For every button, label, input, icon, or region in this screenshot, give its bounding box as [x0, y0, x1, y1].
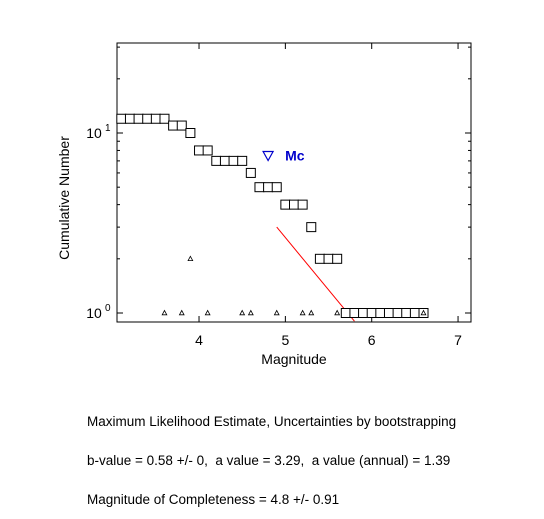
cumulative-point [392, 308, 403, 318]
y-tick-exponent: 1 [105, 123, 111, 134]
noncumulative-point [178, 309, 185, 316]
plot-frame [116, 42, 472, 323]
footer-text: Maximum Likelihood Estimate, Uncertainti… [87, 389, 456, 519]
cumulative-point [159, 113, 170, 124]
noncumulative-series [161, 255, 427, 316]
cumulative-point [176, 120, 187, 131]
cumulative-point [314, 253, 325, 264]
y-tick-label: 10 [86, 305, 102, 321]
noncumulative-point [161, 309, 168, 316]
noncumulative-point [299, 309, 306, 316]
b-value-fit-line [276, 226, 355, 322]
cumulative-point [194, 145, 205, 156]
footer-line-method: Maximum Likelihood Estimate, Uncertainti… [87, 414, 457, 429]
noncumulative-point [308, 309, 315, 316]
cumulative-point [150, 113, 161, 124]
mc-marker [262, 150, 275, 162]
noncumulative-point [334, 309, 341, 316]
cumulative-point [289, 199, 299, 210]
cumulative-point [228, 155, 239, 166]
cumulative-series [116, 113, 429, 318]
y-axis-label: Cumulative Number [56, 136, 72, 260]
cumulative-point [401, 308, 412, 318]
cumulative-point [297, 199, 308, 210]
noncumulative-point [204, 309, 211, 316]
cumulative-point [358, 308, 369, 318]
x-tick-label: 5 [281, 332, 289, 348]
footer-line-mc: Magnitude of Completeness = 4.8 +/- 0.91 [87, 492, 340, 507]
noncumulative-point [239, 309, 246, 316]
cumulative-point [280, 199, 291, 210]
cumulative-point [375, 308, 386, 318]
x-tick-label: 4 [195, 332, 203, 348]
cumulative-point [133, 113, 144, 124]
mc-marker-group: Mc [262, 147, 305, 163]
cumulative-point [168, 120, 179, 131]
cumulative-point [254, 182, 265, 193]
y-tick-exponent: 0 [105, 303, 111, 314]
cumulative-point [306, 222, 317, 233]
x-tick-label: 7 [454, 332, 462, 348]
fit-line [276, 226, 355, 322]
cumulative-point [349, 308, 360, 318]
x-tick-label: 6 [368, 332, 376, 348]
cumulative-point [263, 182, 274, 193]
noncumulative-point [273, 309, 280, 316]
cumulative-point [124, 113, 135, 124]
cumulative-point [383, 308, 394, 318]
axis-ticks [117, 43, 471, 322]
cumulative-point [323, 253, 334, 264]
cumulative-point [237, 155, 248, 166]
cumulative-point [245, 167, 256, 178]
cumulative-point [142, 113, 153, 124]
cumulative-point [366, 308, 377, 318]
cumulative-point [211, 155, 222, 166]
cumulative-point [219, 155, 230, 166]
cumulative-point [202, 145, 213, 156]
cumulative-point [340, 308, 351, 318]
mc-label: Mc [285, 147, 305, 163]
cumulative-point [116, 113, 127, 124]
cumulative-point [271, 182, 282, 193]
noncumulative-point [187, 255, 194, 262]
noncumulative-point [420, 309, 427, 316]
y-tick-label: 10 [86, 125, 102, 141]
x-axis-label: Magnitude [261, 351, 327, 367]
cumulative-point [332, 253, 343, 264]
noncumulative-point [247, 309, 254, 316]
cumulative-point [409, 308, 420, 318]
cumulative-point [185, 128, 196, 138]
